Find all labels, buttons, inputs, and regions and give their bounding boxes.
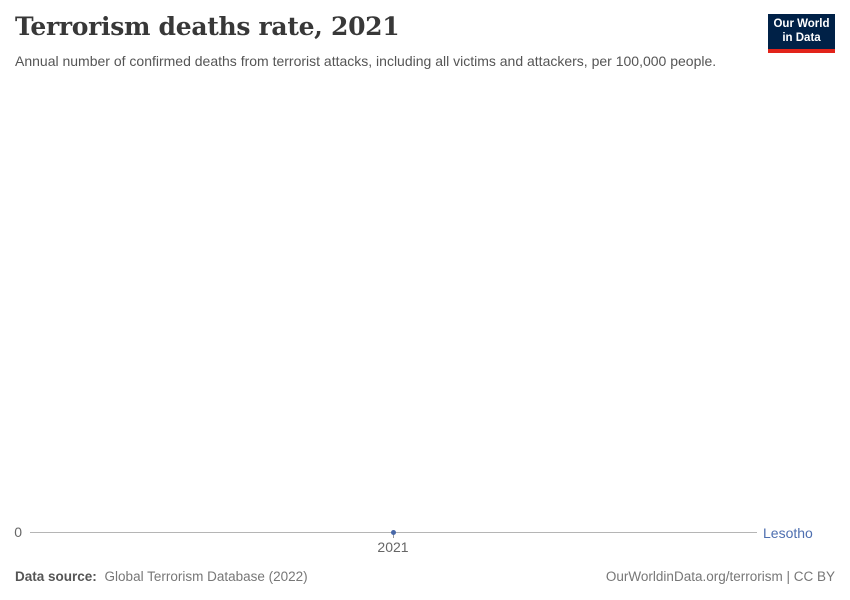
data-source-label: Data source: bbox=[15, 569, 97, 584]
owid-logo[interactable]: Our World in Data bbox=[768, 14, 835, 53]
attribution: OurWorldinData.org/terrorism | CC BY bbox=[605, 569, 835, 584]
owid-logo-line2: in Data bbox=[782, 31, 821, 44]
data-point-lesotho-2021[interactable] bbox=[391, 530, 396, 535]
data-source-value: Global Terrorism Database (2022) bbox=[104, 569, 308, 584]
y-axis-zero-label: 0 bbox=[14, 524, 22, 540]
page-title: Terrorism deaths rate, 2021 bbox=[15, 12, 400, 41]
x-axis-tick-label: 2021 bbox=[377, 539, 409, 555]
data-source-note: Data source: Global Terrorism Database (… bbox=[15, 569, 308, 584]
entity-label-lesotho[interactable]: Lesotho bbox=[763, 525, 813, 541]
owid-logo-line1: Our World bbox=[773, 18, 830, 30]
chart-subtitle: Annual number of confirmed deaths from t… bbox=[15, 53, 717, 69]
x-axis-tick bbox=[393, 533, 394, 538]
